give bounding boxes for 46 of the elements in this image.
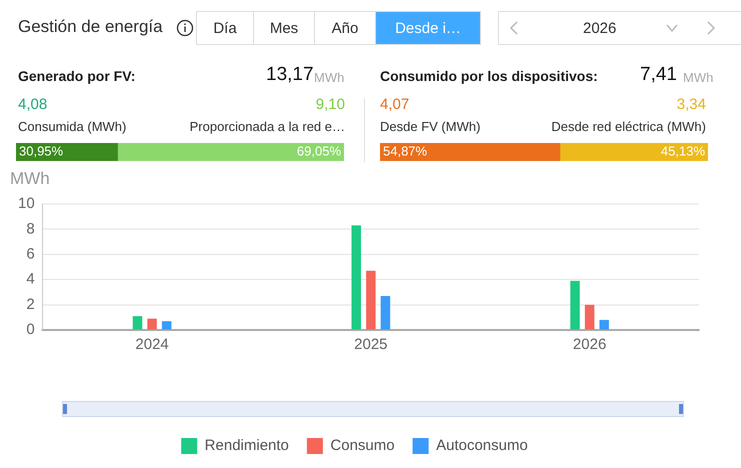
text: Gestión de energía — [18, 17, 163, 37]
x-tick-label: 2025 — [354, 336, 388, 354]
text: Generado por FV: — [18, 68, 136, 84]
text: MWh — [314, 70, 344, 85]
bar — [584, 304, 594, 330]
y-tick-label: 2 — [26, 296, 35, 313]
legend-label: Consumo — [330, 437, 395, 454]
text: Año — [314, 11, 376, 45]
text: 13,17 — [266, 64, 314, 86]
text: Día — [196, 11, 254, 45]
bar — [599, 320, 609, 330]
x-tick-label: 2024 — [135, 336, 169, 354]
x-tick-label: 2026 — [572, 336, 606, 354]
bar — [147, 318, 157, 330]
text: 4,07 — [380, 96, 410, 113]
data-label: 69,05% — [296, 144, 342, 159]
y-axis-title: MWh — [10, 169, 50, 188]
y-tick-label: 8 — [26, 220, 35, 238]
bar — [162, 321, 172, 330]
text: Mes — [253, 11, 315, 45]
text: Desde FV (MWh) — [380, 119, 480, 134]
text: 3,34 — [676, 96, 706, 113]
bar — [352, 225, 361, 330]
data-label: 30,95% — [19, 144, 64, 159]
text: Proporcionada a la red e… — [190, 119, 345, 134]
text: Consumido por los dispositivos: — [380, 68, 598, 84]
text: Desde red eléctrica (MWh) — [551, 119, 706, 134]
data-label: 54,87% — [383, 144, 428, 159]
text: Consumida (MWh) — [18, 119, 126, 134]
bar — [366, 270, 376, 330]
y-tick-label: 0 — [26, 321, 35, 338]
text: Desde i… — [375, 11, 481, 45]
y-tick-label: 6 — [26, 246, 35, 263]
text: 2026 — [583, 20, 616, 37]
text: 7,41 — [640, 64, 677, 86]
y-tick-label: 4 — [26, 270, 35, 288]
y-tick-label: 10 — [18, 195, 35, 212]
bar — [570, 280, 580, 330]
text: MWh — [683, 70, 714, 85]
data-label: 45,13% — [660, 144, 706, 159]
legend-label: Autoconsumo — [436, 437, 528, 454]
text: 9,10 — [316, 96, 345, 113]
bar — [380, 296, 390, 330]
text: 4,08 — [18, 96, 48, 113]
bar — [132, 316, 142, 330]
legend-label: Rendimiento — [204, 437, 289, 454]
